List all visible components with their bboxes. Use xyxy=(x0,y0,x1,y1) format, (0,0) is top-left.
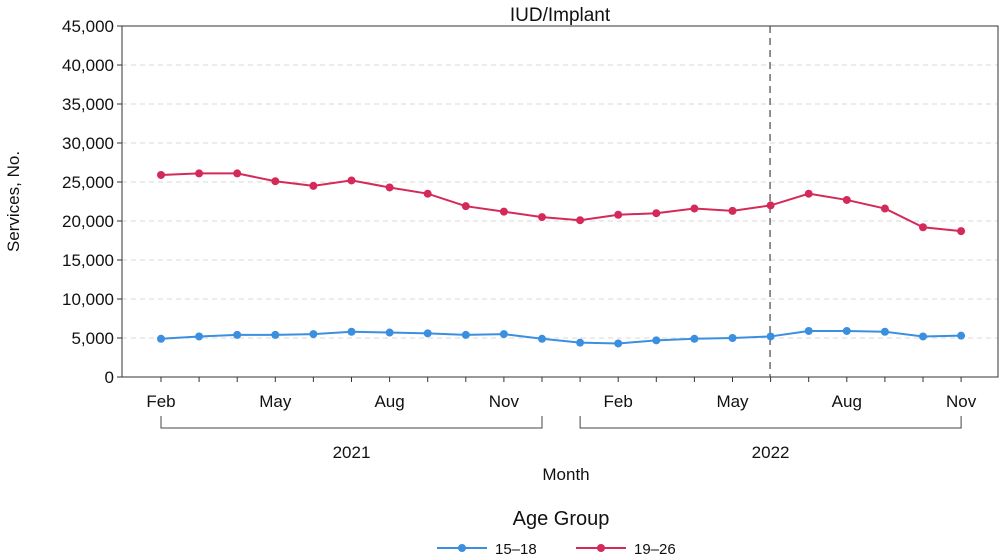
x-tick-label: Feb xyxy=(604,392,633,411)
y-tick-label: 0 xyxy=(105,368,114,387)
data-point xyxy=(576,216,585,225)
data-point xyxy=(195,332,204,341)
data-point xyxy=(728,334,737,342)
y-tick-label: 15,000 xyxy=(62,251,114,270)
data-point xyxy=(499,207,508,216)
x-axis: Feb May Aug Nov Feb May Aug Nov xyxy=(146,377,977,411)
y-axis-label: Services, No. xyxy=(4,151,23,252)
x-tick-label: Feb xyxy=(146,392,175,411)
data-point xyxy=(499,330,508,339)
y-tick-label: 30,000 xyxy=(62,134,114,153)
data-point xyxy=(880,204,889,213)
data-point xyxy=(690,204,699,213)
data-point xyxy=(157,170,165,179)
y-tick-label: 5,000 xyxy=(71,329,114,348)
x-axis-label: Month xyxy=(542,465,589,484)
series-2 xyxy=(157,169,966,236)
data-point xyxy=(842,326,851,335)
chart-title: IUD/Implant xyxy=(510,5,611,26)
y-tick-label: 35,000 xyxy=(62,95,114,114)
y-axis: 0 5,000 10,000 15,000 20,000 25,000 30,000 35,0… xyxy=(62,17,122,387)
y-tick-label: 45,000 xyxy=(62,17,114,36)
data-point xyxy=(842,195,851,204)
data-point xyxy=(957,227,966,236)
data-point xyxy=(385,328,394,337)
data-point xyxy=(538,213,546,222)
x-tick-label: Aug xyxy=(832,392,862,411)
data-point xyxy=(652,209,661,218)
data-point xyxy=(423,329,432,338)
data-point xyxy=(919,332,927,341)
data-point xyxy=(233,330,242,339)
legend-title: Age Group xyxy=(513,508,610,530)
legend-label: 15–18 xyxy=(495,541,537,558)
year-label: 2022 xyxy=(752,443,790,462)
data-point xyxy=(385,183,394,192)
data-point xyxy=(652,336,661,345)
x-tick-label: Nov xyxy=(489,392,520,411)
series-1 xyxy=(157,326,966,348)
data-point xyxy=(804,326,813,335)
gridlines xyxy=(122,25,998,339)
data-point xyxy=(538,334,546,343)
data-point xyxy=(880,327,889,336)
legend-swatch-marker xyxy=(458,544,466,552)
data-point xyxy=(957,331,966,340)
data-point xyxy=(614,210,623,219)
plot-frame xyxy=(121,25,999,378)
data-point xyxy=(461,202,470,211)
data-point xyxy=(195,169,204,178)
y-tick-label: 20,000 xyxy=(62,212,114,231)
year-groups: 2021 2022 xyxy=(160,416,962,462)
data-point xyxy=(233,169,242,178)
data-point xyxy=(919,223,927,232)
data-point xyxy=(576,338,585,347)
y-tick-label: 25,000 xyxy=(62,173,114,192)
data-point xyxy=(347,176,356,185)
data-point xyxy=(347,327,356,336)
x-tick-label: May xyxy=(716,392,749,411)
data-point xyxy=(461,330,470,339)
data-point xyxy=(690,334,699,343)
data-point xyxy=(271,330,280,339)
y-tick-label: 10,000 xyxy=(62,290,114,309)
series-line xyxy=(160,172,962,233)
y-tick-label: 40,000 xyxy=(62,56,114,75)
data-point xyxy=(766,332,775,341)
legend-swatch-marker xyxy=(597,544,605,552)
data-point xyxy=(309,181,318,190)
legend: 15–18 19–26 xyxy=(437,541,676,558)
x-tick-label: Aug xyxy=(374,392,404,411)
data-point xyxy=(423,189,432,198)
data-point xyxy=(804,189,813,198)
x-tick-label: May xyxy=(259,392,292,411)
year-label: 2021 xyxy=(333,443,371,462)
data-point xyxy=(728,206,737,215)
series-line xyxy=(160,329,962,345)
year-bracket xyxy=(579,416,962,429)
year-bracket xyxy=(160,416,543,429)
x-tick-label: Nov xyxy=(946,392,977,411)
data-point xyxy=(309,330,318,339)
data-point xyxy=(157,334,165,343)
data-point xyxy=(766,201,775,210)
data-point xyxy=(271,177,280,186)
legend-label: 19–26 xyxy=(634,541,676,558)
data-point xyxy=(614,339,623,348)
